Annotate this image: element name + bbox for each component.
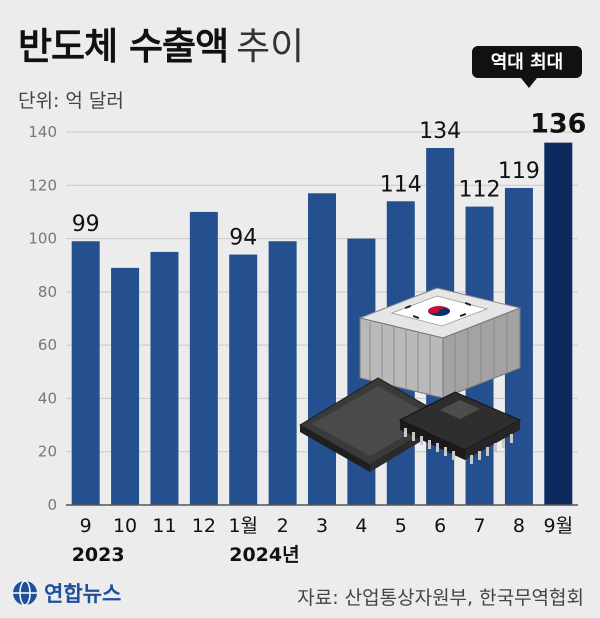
x-tick-label: 1월 — [228, 515, 258, 537]
y-axis-ticks: 0 20 40 60 80 100 120 140 — [28, 123, 57, 514]
x-tick-label: 3 — [316, 515, 328, 537]
bar-2 — [150, 251, 179, 505]
y-tick-label: 80 — [38, 283, 57, 301]
data-label: 119 — [498, 159, 540, 184]
data-label: 114 — [380, 172, 422, 197]
unit-label: 단위: 억 달러 — [18, 90, 124, 112]
badge-tail — [521, 78, 537, 88]
semiconductor-illustration — [299, 287, 522, 472]
x-tick-label: 9 — [80, 515, 92, 537]
x-tick-label: 5 — [395, 515, 407, 537]
bar-12 — [544, 142, 573, 505]
data-label: 112 — [459, 178, 501, 203]
x-tick-label: 10 — [113, 515, 137, 537]
data-label: 136 — [530, 109, 586, 140]
x-tick-label: 11 — [152, 515, 176, 537]
globe-icon — [13, 580, 37, 606]
x-axis-labels: 9 10 11 12 1월 2 3 4 5 6 7 8 9월 — [80, 515, 573, 537]
bar-4 — [229, 254, 258, 505]
x-tick-label: 6 — [434, 515, 446, 537]
y-tick-label: 100 — [28, 230, 57, 248]
yonhap-logo: 연합뉴스 — [12, 578, 121, 608]
bar-6 — [308, 193, 336, 505]
year-label: 2024년 — [229, 544, 299, 566]
year-labels: 2023 2024년 — [72, 544, 300, 566]
korean-flag-icon — [390, 295, 489, 327]
ic-chip-icon — [398, 391, 522, 464]
y-tick-label: 140 — [28, 123, 57, 141]
x-tick-label: 7 — [473, 515, 485, 537]
data-label: 134 — [419, 119, 461, 144]
x-tick-label: 4 — [355, 515, 367, 537]
y-tick-label: 40 — [38, 389, 57, 407]
bar-5 — [268, 241, 297, 505]
x-tick-label: 12 — [192, 515, 216, 537]
x-tick-label: 2 — [277, 515, 289, 537]
title-suffix: 추이 — [236, 25, 305, 68]
y-tick-label: 0 — [47, 496, 57, 514]
bar-3 — [189, 211, 218, 505]
x-tick-label: 9월 — [544, 515, 574, 537]
data-label: 99 — [72, 212, 100, 237]
badge-text: 역대 최대 — [491, 52, 564, 73]
logo-text: 연합뉴스 — [44, 582, 122, 606]
title-main: 반도체 수출액 — [18, 25, 229, 68]
x-tick-label: 8 — [513, 515, 525, 537]
badge-bubble — [472, 46, 582, 78]
y-tick-label: 20 — [38, 443, 57, 461]
data-label: 94 — [229, 226, 257, 251]
source-credit: 자료: 산업통상자원부, 한국무역협회 — [297, 587, 584, 609]
y-tick-label: 120 — [28, 176, 57, 194]
page-title: 반도체 수출액 추이 — [18, 16, 304, 70]
y-tick-label: 60 — [38, 336, 57, 354]
bar-0 — [71, 241, 100, 505]
bar-1 — [111, 267, 140, 505]
year-label: 2023 — [72, 544, 125, 566]
record-high-badge: 역대 최대 — [472, 46, 582, 88]
